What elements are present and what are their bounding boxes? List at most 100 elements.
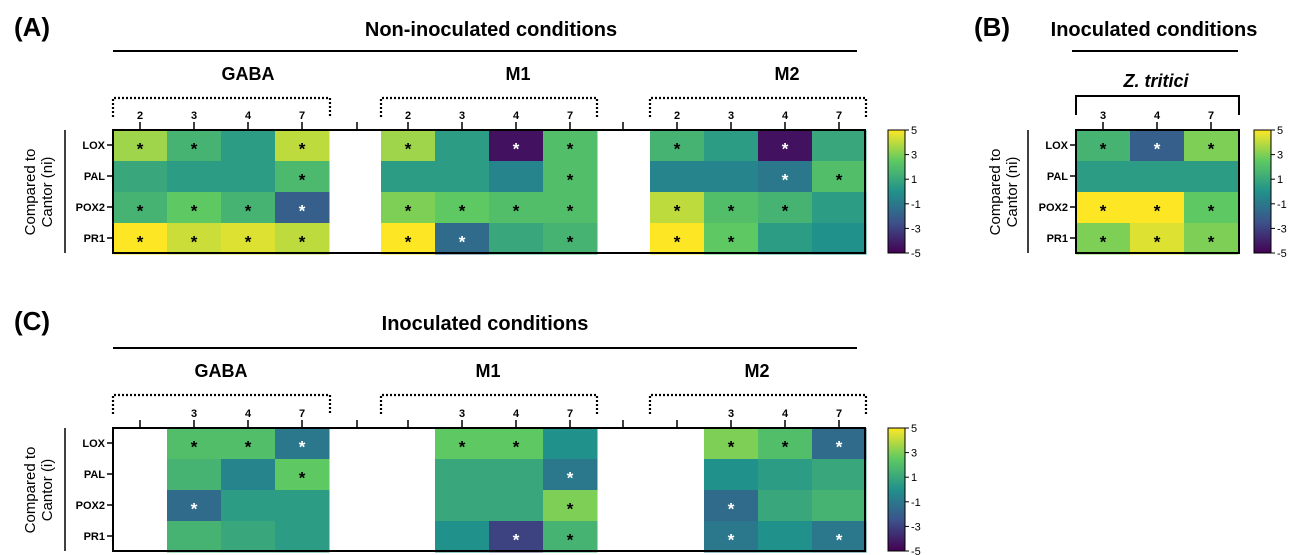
heatmap-cell	[113, 192, 168, 224]
heatmap-cell	[113, 130, 168, 162]
heatmap-cell	[704, 428, 759, 460]
heatmap-cell	[381, 130, 436, 162]
group-label: M1	[475, 361, 500, 381]
significance-star: *	[513, 140, 520, 159]
column-label: 4	[245, 408, 252, 420]
significance-star: *	[513, 531, 520, 550]
panel-letter: (C)	[14, 306, 50, 336]
significance-star: *	[405, 202, 412, 221]
significance-star: *	[513, 438, 520, 457]
panel-letter: (B)	[974, 12, 1010, 42]
row-label: PR1	[84, 531, 105, 543]
colorbar	[887, 427, 906, 552]
colorbar-tick-label: -5	[1277, 248, 1287, 260]
significance-star: *	[567, 233, 574, 252]
heatmap-cell	[758, 490, 813, 522]
row-label: PR1	[84, 233, 105, 245]
column-label: 3	[728, 408, 734, 420]
panel-a: (A) Non-inoculated conditions GABA * * * * * * * *…	[14, 12, 921, 260]
column-label: 2	[137, 110, 143, 122]
y-axis-label-line: Compared to	[22, 447, 39, 534]
heatmap-cell	[113, 161, 168, 193]
colorbar-tick-label: 1	[911, 472, 917, 484]
heatmap-cell	[543, 428, 598, 460]
heatmap-cell	[489, 490, 544, 522]
significance-star: *	[1154, 140, 1161, 159]
column-label: 3	[728, 110, 734, 122]
group-bracket	[111, 96, 332, 117]
significance-star: *	[567, 140, 574, 159]
heatmap-cell	[758, 223, 813, 255]
group-label: M2	[774, 64, 799, 84]
colorbar-tick-label: 5	[911, 125, 917, 137]
significance-star: *	[836, 531, 843, 550]
heatmap-cell	[275, 223, 330, 255]
row-label: PR1	[1047, 233, 1068, 245]
significance-star: *	[567, 171, 574, 190]
heatmap-cell	[1076, 192, 1131, 224]
heatmap-cell	[650, 192, 705, 224]
colorbar-tick-label: -5	[911, 248, 921, 260]
heatmap-frame	[112, 129, 866, 254]
significance-star: *	[299, 202, 306, 221]
heatmap-cell	[650, 161, 705, 193]
significance-star: *	[405, 233, 412, 252]
column-label: 3	[459, 408, 465, 420]
heatmap-cell	[1130, 223, 1185, 255]
y-axis-label: Compared toCantor (ni)	[987, 149, 1021, 236]
heatmap-cell	[704, 490, 759, 522]
heatmap-cell	[1184, 223, 1239, 255]
row-label: PAL	[1047, 171, 1068, 183]
heatmap-cell	[704, 130, 759, 162]
significance-star: *	[567, 500, 574, 519]
column-label: 3	[1100, 110, 1106, 122]
group-bracket	[379, 393, 599, 414]
heatmap-cell	[1130, 130, 1185, 162]
heatmap-cell	[543, 192, 598, 224]
y-axis-label-line: Compared to	[987, 149, 1004, 236]
colorbar-tick-label: -3	[911, 223, 921, 235]
significance-star: *	[405, 140, 412, 159]
colorbar-tick-label: 1	[1277, 174, 1283, 186]
heatmap-cell	[435, 192, 490, 224]
significance-star: *	[299, 233, 306, 252]
heatmap-cell	[543, 161, 598, 193]
heatmap-cell	[758, 459, 813, 491]
row-label: LOX	[82, 140, 105, 152]
heatmap-cell	[435, 428, 490, 460]
colorbar-tick-label: -3	[911, 521, 921, 533]
heatmap-cell	[812, 223, 867, 255]
heatmap-cell	[1184, 130, 1239, 162]
heatmap-cell	[489, 161, 544, 193]
heatmap-cell	[489, 521, 544, 553]
significance-star: *	[513, 202, 520, 221]
significance-star: *	[299, 469, 306, 488]
significance-star: *	[1100, 233, 1107, 252]
y-axis-label-line: Cantor (ni)	[1004, 157, 1021, 228]
significance-star: *	[728, 531, 735, 550]
row-label: PAL	[84, 171, 105, 183]
heatmap-cell	[543, 223, 598, 255]
significance-star: *	[836, 438, 843, 457]
heatmap-cell	[650, 130, 705, 162]
heatmap-cell	[221, 521, 276, 553]
heatmap-cell	[543, 521, 598, 553]
heatmap-cell	[489, 223, 544, 255]
heatmap-cell	[275, 130, 330, 162]
column-label: 2	[405, 110, 411, 122]
heatmap-cell	[275, 490, 330, 522]
column-label: 3	[191, 110, 197, 122]
column-label: 4	[513, 408, 520, 420]
colorbar-tick-label: 5	[911, 423, 917, 435]
heatmap-cell	[543, 490, 598, 522]
heatmap-cell	[167, 490, 222, 522]
colorbar-tick-label: -1	[1277, 199, 1287, 211]
heatmap-cell	[275, 192, 330, 224]
heatmap-cell	[489, 459, 544, 491]
significance-star: *	[245, 233, 252, 252]
row-label: PAL	[84, 469, 105, 481]
significance-star: *	[1208, 233, 1215, 252]
y-axis-label-line: Cantor (ni)	[39, 157, 56, 228]
column-label: 7	[299, 110, 305, 122]
